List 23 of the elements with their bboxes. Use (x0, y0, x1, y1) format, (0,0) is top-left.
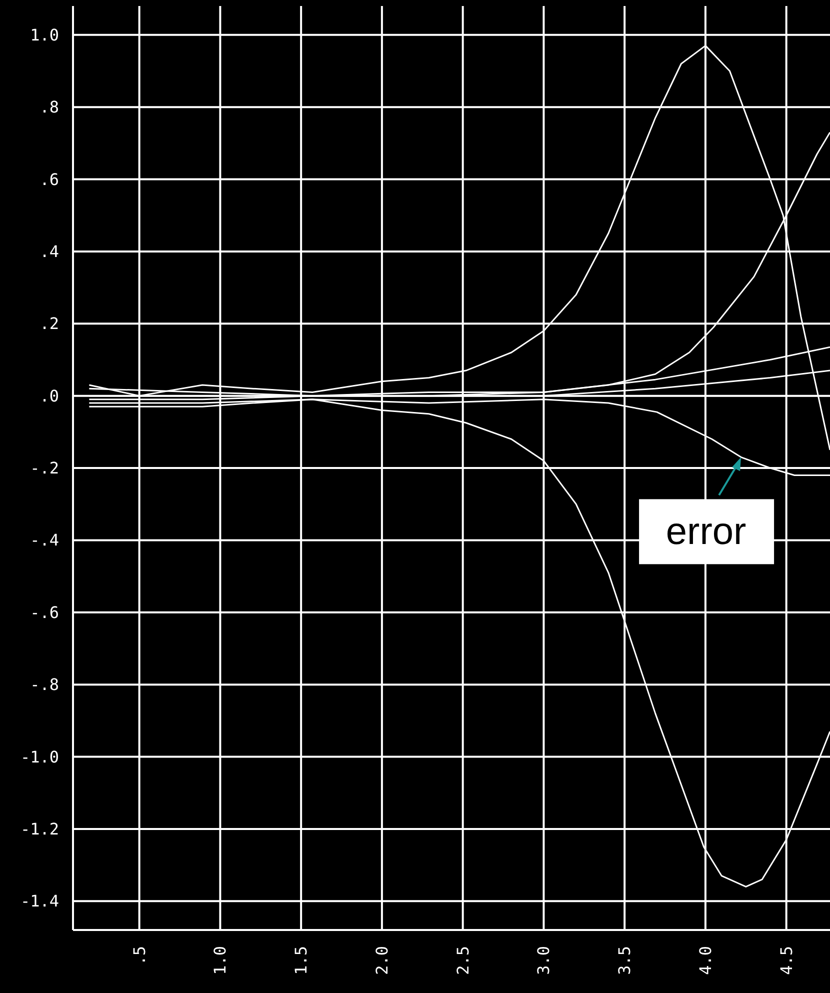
y-tick-label: .2 (40, 314, 59, 334)
x-tick-label: .5 (130, 946, 149, 966)
x-tick-label: 2.0 (372, 946, 392, 975)
x-tick-label: 1.0 (210, 946, 230, 975)
y-tick-label: -.2 (30, 458, 59, 478)
y-tick-label: .6 (40, 170, 59, 189)
y-tick-label: .0 (40, 386, 59, 406)
y-tick-label: .4 (40, 242, 59, 261)
y-tick-label: -1.2 (20, 819, 59, 838)
y-tick-label: -.8 (30, 675, 59, 694)
y-tick-label: .8 (40, 98, 59, 117)
y-tick-label: 1.0 (30, 25, 59, 44)
annotation: error (666, 511, 746, 554)
x-tick-label: 4.0 (696, 946, 715, 975)
x-tick-label: 3.0 (534, 946, 554, 975)
y-tick-label: -.6 (30, 602, 59, 622)
y-tick-label: -1.4 (20, 892, 59, 911)
x-tick-label: 1.5 (292, 946, 311, 975)
x-tick-label: 4.5 (776, 946, 796, 975)
y-tick-label: -.4 (30, 530, 59, 550)
x-tick-label: 3.5 (615, 946, 634, 975)
y-tick-label: -1.0 (20, 747, 59, 766)
x-tick-label: 2.5 (453, 946, 472, 975)
